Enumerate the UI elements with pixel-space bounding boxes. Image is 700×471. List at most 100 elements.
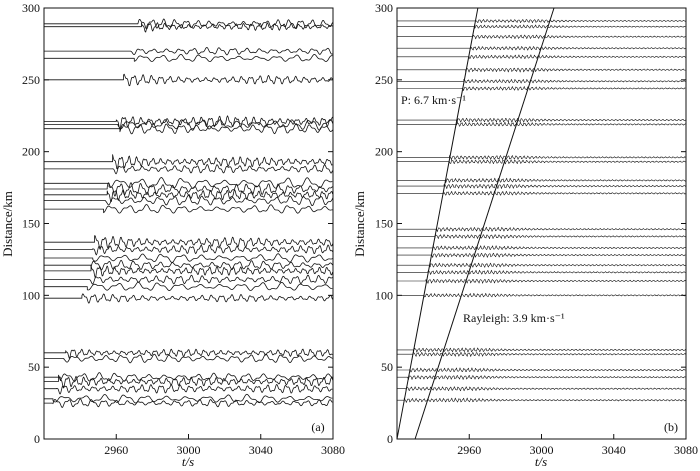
panel-b-x-tick-label: 3000 [530, 443, 554, 457]
panel-a-y-axis-label: Distance/km [0, 191, 15, 257]
panel-a-trace [44, 115, 333, 130]
panel-a-x-tick-label: 3040 [249, 443, 273, 457]
panel-b-label: (b) [664, 420, 678, 434]
panel-a-trace [44, 393, 333, 404]
panel-b-plot-frame [396, 7, 687, 440]
panel-b-trace [397, 86, 686, 91]
panel-b-x-tick-label: 2960 [457, 443, 481, 457]
panel-a-trace [44, 353, 333, 364]
panel-a-trace [44, 253, 334, 263]
panel-b-trace [397, 177, 687, 183]
panel-b-trace [397, 190, 686, 196]
panel-a: 2960 3000 3040 3080 0 50 100 150 200 250 300 (a) t… [0, 1, 345, 469]
panel-b-trace [397, 278, 686, 284]
panel-a-trace [44, 54, 333, 62]
panel-b-moveout-lines [396, 7, 555, 440]
panel-b-trace [397, 184, 686, 189]
panel-b-trace [397, 293, 687, 298]
panel-a-y-tick-label: 200 [22, 145, 40, 159]
panel-a-y-tick-label: 250 [22, 73, 40, 87]
panel-b-trace [397, 226, 687, 232]
panel-a-trace [44, 47, 334, 56]
panel-b-trace [397, 117, 686, 123]
panel-a-trace [44, 244, 334, 256]
panel-b-y-tick-label: 250 [375, 73, 393, 87]
panel-b-y-tick-label: 50 [381, 360, 393, 374]
panel-a-label: (a) [311, 420, 324, 434]
panel-b-x-tick-label: 3080 [674, 443, 698, 457]
panel-a-trace [44, 372, 333, 383]
panel-a-y-tick-label: 0 [34, 432, 40, 446]
panel-a-x-axis-label: t/s [182, 454, 194, 469]
panel-b-trace [397, 347, 686, 353]
panel-b-y-tick-label: 0 [387, 432, 393, 446]
panel-a-trace [44, 189, 333, 202]
panel-b-trace [397, 19, 686, 24]
panel-a-trace [44, 122, 334, 135]
moveout-line-rayleigh [414, 7, 555, 440]
panel-b-x-axis-label: t/s [535, 454, 547, 469]
panel-b-trace [397, 67, 686, 73]
panel-b-trace [397, 46, 687, 51]
panel-b-trace [397, 397, 686, 403]
panel-b-trace [397, 245, 686, 251]
panel-a-trace [44, 154, 333, 170]
panel-a-trace [44, 182, 333, 197]
panel-b-trace [397, 386, 686, 392]
panel-b-trace [397, 252, 686, 258]
panel-a-trace [44, 73, 334, 87]
panel-b-trace [397, 159, 687, 165]
panel-a-trace [44, 164, 333, 175]
panel-a-y-tick-label: 300 [22, 1, 40, 15]
panel-a-x-tick-label: 3000 [177, 443, 201, 457]
panel-a-trace [44, 259, 333, 271]
panel-a-trace [44, 374, 334, 389]
panel-b: 2960 3000 3040 3080 0 50 100 150 200 250 300 P: 6.… [352, 1, 698, 469]
panel-b-y-tick-label: 150 [375, 217, 393, 231]
panel-a-trace [44, 274, 333, 285]
panel-b-y-tick-label: 100 [375, 288, 393, 302]
panel-b-trace [397, 262, 686, 268]
panel-a-plot-frame [43, 7, 334, 440]
panel-b-y-tick-label: 300 [375, 1, 393, 15]
panel-a-y-tick-label: 150 [22, 217, 40, 231]
panel-a-trace [44, 293, 333, 304]
moveout-line-p [396, 7, 479, 440]
panel-a-trace [44, 204, 333, 214]
panel-b-trace [397, 79, 686, 84]
panel-a-trace [44, 22, 333, 33]
panel-a-x-tick-label: 3080 [321, 443, 345, 457]
panel-a-trace [44, 195, 334, 206]
panel-a-trace [44, 18, 333, 30]
panel-b-trace [397, 269, 686, 275]
panel-b-trace [397, 234, 686, 239]
panel-a-trace [44, 281, 333, 291]
panel-b-y-axis-label: Distance/km [352, 191, 367, 257]
panel-a-trace [44, 398, 333, 408]
panel-b-trace [397, 24, 686, 29]
panel-b-trace [397, 352, 686, 357]
panel-b-trace [397, 155, 687, 161]
p-wave-velocity-label: P: 6.7 km·s⁻¹ [401, 93, 466, 107]
panel-b-trace [397, 367, 686, 373]
panel-b-trace [397, 54, 686, 60]
panel-a-trace [44, 384, 333, 395]
panel-b-x-tick-label: 3040 [602, 443, 626, 457]
panel-b-trace [397, 121, 686, 127]
panel-a-trace [44, 264, 333, 278]
panel-a-x-tick-label: 2960 [104, 443, 128, 457]
panel-a-trace [44, 348, 333, 359]
panel-b-traces [397, 19, 687, 403]
panel-a-y-tick-label: 100 [22, 288, 40, 302]
panel-a-y-tick-label: 50 [28, 360, 40, 374]
panel-a-traces [44, 18, 334, 408]
panel-b-ticks: 2960 3000 3040 3080 0 50 100 150 200 250 300 [375, 1, 698, 457]
panel-b-trace [397, 34, 686, 40]
panel-b-trace [397, 375, 686, 380]
panel-b-y-tick-label: 200 [375, 145, 393, 159]
rayleigh-velocity-label: Rayleigh: 3.9 km·s⁻¹ [463, 311, 565, 325]
panel-a-ticks: 2960 3000 3040 3080 0 50 100 150 200 250 300 [22, 1, 345, 457]
panel-a-trace [44, 177, 333, 189]
panel-a-trace [44, 235, 333, 250]
